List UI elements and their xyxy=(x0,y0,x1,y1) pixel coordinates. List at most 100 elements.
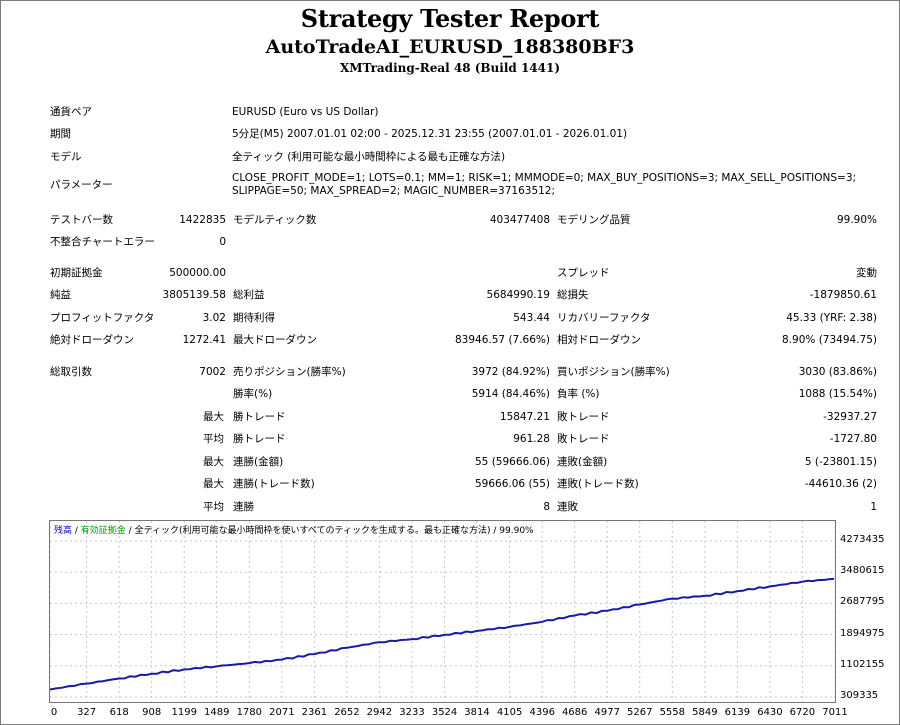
legend-equity: 有効証拠金 xyxy=(80,526,126,536)
period-row: 期間 5分足(M5) 2007.01.01 02:00 - 2025.12.31… xyxy=(0,125,900,143)
loss-label: 負率 (%) xyxy=(557,388,600,400)
balance-line xyxy=(50,577,835,691)
avg-consec-win-value: 8 xyxy=(543,501,550,513)
x-tick-label: 1780 xyxy=(236,707,263,718)
x-tick-label: 2652 xyxy=(334,707,360,718)
avg-win-label: 勝トレード xyxy=(233,433,286,445)
trades-value: 7002 xyxy=(199,366,226,378)
x-tick-label: 3524 xyxy=(431,707,458,718)
params-line-1: CLOSE_PROFIT_MODE=1; LOTS=0.1; MM=1; RIS… xyxy=(232,172,857,184)
avg-consec-loss-label: 連敗 xyxy=(557,501,578,513)
chart-plot xyxy=(50,521,835,702)
max-prefix: 最大 xyxy=(203,411,224,423)
avg-prefix: 平均 xyxy=(203,501,224,513)
deposit-row: 初期証拠金 500000.00 スプレッド 変動 xyxy=(0,264,900,282)
legend-separator: / xyxy=(125,526,135,536)
params-value: CLOSE_PROFIT_MODE=1; LOTS=0.1; MM=1; RIS… xyxy=(232,172,872,198)
max-prefix: 最大 xyxy=(203,456,224,468)
short-value: 3972 (84.92%) xyxy=(471,366,550,378)
symbol-label: 通貨ペア xyxy=(50,106,92,118)
model-value: 全ティック (利用可能な最小時間枠による最も正確な方法) xyxy=(232,151,506,163)
drawdown-row: 絶対ドローダウン 1272.41 最大ドローダウン 83946.57 (7.66… xyxy=(0,331,900,349)
bars-row: テストバー数 1422835 モデルティック数 403477408 モデリング品… xyxy=(0,211,900,229)
quality-label: モデリング品質 xyxy=(557,214,631,226)
gross-profit-value: 5684990.19 xyxy=(486,289,550,301)
avg-loss-label: 敗トレード xyxy=(557,433,610,445)
consec-amount-row: 最大 連勝(金額) 55 (59666.06) 連敗(金額) 5 (-23801… xyxy=(0,453,900,471)
period-value: 5分足(M5) 2007.01.01 02:00 - 2025.12.31 23… xyxy=(232,128,628,140)
avg-consec-win-label: 連勝 xyxy=(233,501,254,513)
x-tick-label: 6139 xyxy=(724,707,751,718)
x-tick-label: 2361 xyxy=(301,707,328,718)
chart-legend: 残高 / 有効証拠金 / 全ティック(利用可能な最小時間枠を使いすべてのティック… xyxy=(54,523,534,536)
balance-chart: 残高 / 有効証拠金 / 全ティック(利用可能な最小時間枠を使いすべてのティック… xyxy=(49,520,836,703)
rel-dd-label: 相対ドローダウン xyxy=(557,334,641,346)
max-consec-lossamt-label: 連敗(トレード数) xyxy=(557,478,639,490)
x-tick-label: 908 xyxy=(142,707,162,718)
avg-consec-loss-value: 1 xyxy=(870,501,877,513)
net-value: 3805139.58 xyxy=(162,289,226,301)
y-tick-label: 1894975 xyxy=(840,627,885,639)
max-prefix: 最大 xyxy=(203,478,224,490)
symbol-row: 通貨ペア EURUSD (Euro vs US Dollar) xyxy=(0,103,900,121)
x-tick-label: 0 xyxy=(50,707,58,718)
trades-label: 総取引数 xyxy=(50,366,92,378)
ticks-label: モデルティック数 xyxy=(233,214,317,226)
x-tick-label: 3233 xyxy=(399,707,425,718)
average-row: 平均 勝トレード 961.28 敗トレード -1727.80 xyxy=(0,430,900,448)
rel-dd-value: 8.90% (73494.75) xyxy=(782,334,877,346)
x-tick-label: 2942 xyxy=(366,707,393,718)
winrate-row: 勝率(%) 5914 (84.46%) 負率 (%) 1088 (15.54%) xyxy=(0,385,900,403)
legend-separator: / xyxy=(72,526,81,536)
legend-balance: 残高 xyxy=(54,526,73,536)
x-tick-label: 5849 xyxy=(692,707,718,718)
largest-loss-value: -32937.27 xyxy=(823,411,877,423)
y-tick-label: 309335 xyxy=(840,690,879,701)
avg-prefix: 平均 xyxy=(203,433,224,445)
max-consec-profit-value: 59666.06 (55) xyxy=(475,478,550,490)
x-tick-label: 4396 xyxy=(529,707,555,718)
period-label: 期間 xyxy=(50,128,71,140)
spread-value: 変動 xyxy=(856,267,877,279)
pf-value: 3.02 xyxy=(202,312,226,324)
x-tick-label: 327 xyxy=(77,707,97,718)
deposit-label: 初期証拠金 xyxy=(50,267,103,279)
y-tick-label: 3480615 xyxy=(840,565,885,577)
largest-row: 最大 勝トレード 15847.21 敗トレード -32937.27 xyxy=(0,408,900,426)
largest-win-value: 15847.21 xyxy=(499,411,550,423)
x-tick-label: 5558 xyxy=(659,707,686,718)
server-name: XMTrading-Real 48 (Build 1441) xyxy=(339,61,561,75)
mismatch-value: 0 xyxy=(219,236,226,248)
avg-win-value: 961.28 xyxy=(513,433,550,445)
model-row: モデル 全ティック (利用可能な最小時間枠による最も正確な方法) xyxy=(0,148,900,166)
loss-value: 1088 (15.54%) xyxy=(798,388,877,400)
net-label: 純益 xyxy=(50,289,71,301)
x-tick-label: 4686 xyxy=(561,707,588,718)
y-tick-label: 4273435 xyxy=(840,534,885,545)
largest-loss-label: 敗トレード xyxy=(557,411,610,423)
x-tick-label: 6430 xyxy=(757,707,783,718)
gross-loss-value: -1879850.61 xyxy=(809,289,877,301)
report-title: Strategy Tester Report xyxy=(300,4,600,33)
expert-name: AutoTradeAI_EURUSD_188380BF3 xyxy=(265,36,635,58)
pf-row: プロフィットファクタ 3.02 期待利得 543.44 リカバリーファクタ 45… xyxy=(0,309,900,327)
params-row: パラメーター xyxy=(0,176,900,194)
x-tick-label: 618 xyxy=(109,707,129,718)
x-tick-label: 4105 xyxy=(496,707,523,718)
params-line-2: SLIPPAGE=50; MAX_SPREAD=2; MAGIC_NUMBER=… xyxy=(232,185,556,197)
expected-value: 543.44 xyxy=(513,312,550,324)
gross-loss-label: 総損失 xyxy=(557,289,589,301)
x-tick-label: 7011 xyxy=(822,707,848,718)
bars-value: 1422835 xyxy=(179,214,226,226)
long-value: 3030 (83.86%) xyxy=(798,366,877,378)
y-tick-label: 2687795 xyxy=(840,596,885,608)
quality-value: 99.90% xyxy=(836,214,877,226)
avg-loss-value: -1727.80 xyxy=(829,433,877,445)
x-tick-label: 1489 xyxy=(203,707,230,718)
expected-label: 期待利得 xyxy=(233,312,275,324)
max-consec-loss-label: 連敗(金額) xyxy=(557,456,608,468)
x-tick-label: 3814 xyxy=(464,707,490,718)
mismatch-label: 不整合チャートエラー xyxy=(50,236,155,248)
x-tick-label: 4977 xyxy=(594,707,620,718)
consec-count-row: 最大 連勝(トレード数) 59666.06 (55) 連敗(トレード数) -44… xyxy=(0,475,900,493)
